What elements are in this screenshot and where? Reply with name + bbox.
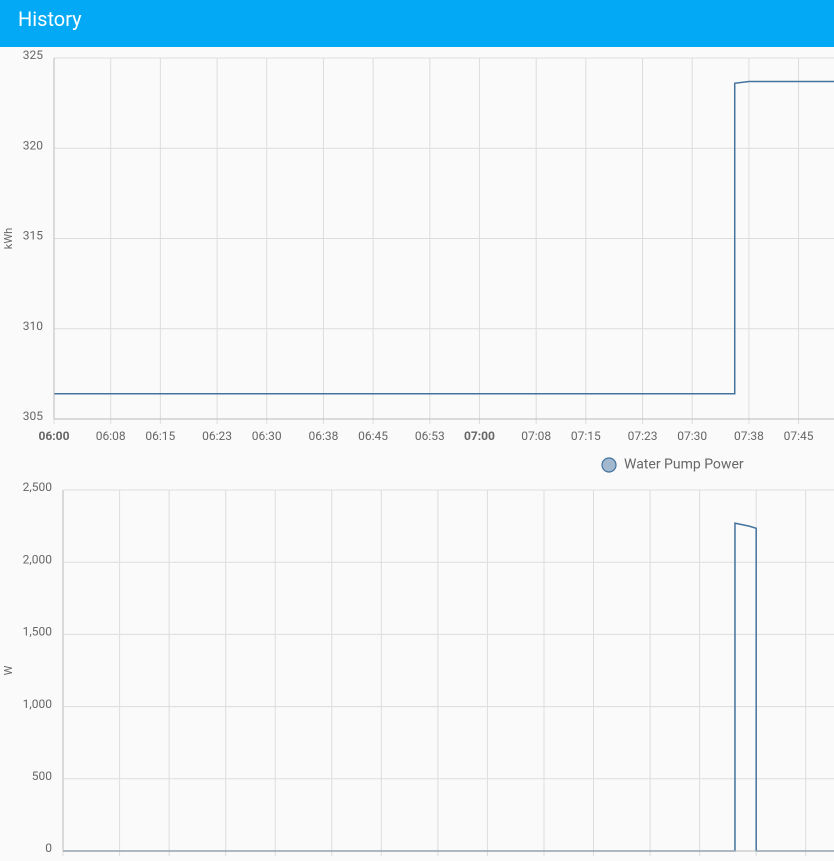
- y-tick-label: 325: [23, 48, 43, 62]
- x-tick-label: 06:30: [252, 429, 282, 443]
- y-tick-label: 315: [23, 229, 43, 243]
- y-tick-label: 305: [23, 409, 43, 423]
- x-tick-label: 07:38: [734, 429, 764, 443]
- y-tick-label: 1,500: [23, 625, 53, 639]
- x-tick-label: 07:23: [628, 429, 658, 443]
- x-tick-label: 07:00: [464, 429, 495, 443]
- y-tick-label: 500: [32, 769, 52, 783]
- x-tick-label: 07:08: [521, 429, 551, 443]
- x-tick-label: 07:30: [677, 429, 707, 443]
- legend-label: Water Pump Power: [624, 457, 744, 473]
- y-axis-label: kWh: [2, 228, 15, 249]
- y-axis-label: W: [2, 665, 15, 675]
- y-tick-label: 0: [45, 841, 52, 855]
- x-tick-label: 06:00: [39, 429, 70, 443]
- y-tick-label: 320: [23, 138, 43, 152]
- legend-marker: [601, 457, 617, 473]
- series-line: [63, 522, 834, 852]
- y-tick-label: 2,000: [23, 552, 53, 566]
- x-tick-label: 06:15: [145, 429, 175, 443]
- header-title: History: [0, 0, 834, 47]
- x-tick-label: 06:53: [415, 429, 445, 443]
- x-tick-label: 06:45: [358, 429, 388, 443]
- y-tick-label: 2,500: [23, 480, 53, 494]
- x-tick-label: 06:38: [309, 429, 339, 443]
- x-tick-label: 06:08: [96, 429, 126, 443]
- x-tick-label: 06:23: [202, 429, 232, 443]
- series-line: [54, 80, 834, 395]
- x-tick-label: 07:45: [784, 429, 814, 443]
- y-tick-label: 310: [23, 319, 43, 333]
- y-tick-label: 1,000: [23, 697, 53, 711]
- x-tick-label: 07:15: [571, 429, 601, 443]
